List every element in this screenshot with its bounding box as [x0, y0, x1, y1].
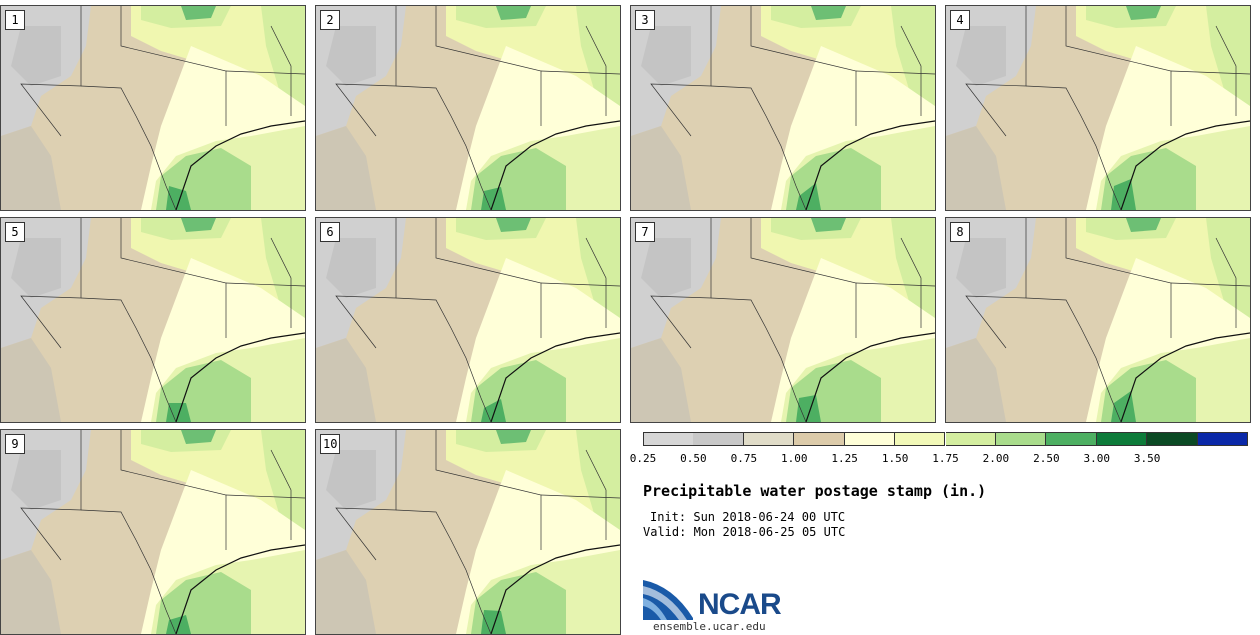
stamp-number-label: 2	[320, 10, 340, 30]
colorbar-tick-label: 2.00	[982, 452, 1010, 465]
stamp-number-label: 3	[635, 10, 655, 30]
postage-stamp-5: 5	[0, 217, 306, 423]
postage-stamp-2: 2	[315, 5, 621, 211]
logo-text: NCAR	[698, 588, 782, 621]
colorbar-tick-label: 3.00	[1083, 452, 1111, 465]
colorbar-tick-label: 3.50	[1133, 452, 1161, 465]
colorbar-segment	[945, 432, 996, 446]
init-time: Init: Sun 2018-06-24 00 UTC	[650, 510, 846, 524]
postage-stamp-4: 4	[945, 5, 1251, 211]
stamp-number-label: 1	[5, 10, 25, 30]
postage-stamp-6: 6	[315, 217, 621, 423]
colorbar-tick-label: 1.00	[781, 452, 808, 465]
colorbar-segment	[844, 432, 896, 446]
stamp-map	[1, 430, 305, 634]
colorbar-segment	[743, 432, 795, 446]
stamp-number-label: 4	[950, 10, 970, 30]
colorbar-segment	[693, 432, 744, 446]
colorbar-tick-label: 0.50	[680, 452, 707, 465]
colorbar-tick-label: 0.25	[629, 452, 657, 465]
postage-stamp-10: 10	[315, 429, 621, 635]
colorbar-segment	[1046, 432, 1097, 446]
stamp-number-label: 8	[950, 222, 970, 242]
stamp-map	[946, 6, 1250, 210]
colorbar-tick-label: 1.75	[932, 452, 959, 465]
stamp-map	[946, 218, 1250, 422]
stamp-map	[316, 218, 620, 422]
postage-stamp-9: 9	[0, 429, 306, 635]
colorbar-segment	[995, 432, 1047, 446]
postage-stamp-1: 1	[0, 5, 306, 211]
stamp-map	[1, 6, 305, 210]
colorbar-tick-label: 1.50	[881, 452, 909, 465]
logo-url: ensemble.ucar.edu	[653, 620, 766, 633]
stamp-number-label: 7	[635, 222, 655, 242]
stamp-number-label: 5	[5, 222, 25, 242]
stamp-map	[631, 6, 935, 210]
stamp-number-label: 6	[320, 222, 340, 242]
ncar-logo-icon	[643, 580, 693, 620]
colorbar-segment	[1197, 432, 1248, 446]
colorbar-segment	[895, 432, 946, 446]
colorbar-tick-label: 0.75	[730, 452, 758, 465]
colorbar-tick-label: 2.50	[1033, 452, 1060, 465]
postage-stamp-7: 7	[630, 217, 936, 423]
chart-title: Precipitable water postage stamp (in.)	[643, 482, 987, 500]
stamp-map	[631, 218, 935, 422]
colorbar-segment	[1096, 432, 1148, 446]
colorbar-segment	[643, 432, 695, 446]
colorbar-segment	[794, 432, 845, 446]
stamp-map	[316, 6, 620, 210]
postage-stamp-8: 8	[945, 217, 1251, 423]
postage-stamp-3: 3	[630, 5, 936, 211]
colorbar-segment	[1147, 432, 1198, 446]
stamp-number-label: 10	[320, 434, 341, 454]
colorbar-tick-label: 1.25	[831, 452, 858, 465]
stamp-map	[316, 430, 620, 634]
stamp-map	[1, 218, 305, 422]
colorbar	[643, 432, 1248, 446]
stamp-number-label: 9	[5, 434, 25, 454]
valid-time: Valid: Mon 2018-06-25 05 UTC	[643, 525, 846, 539]
